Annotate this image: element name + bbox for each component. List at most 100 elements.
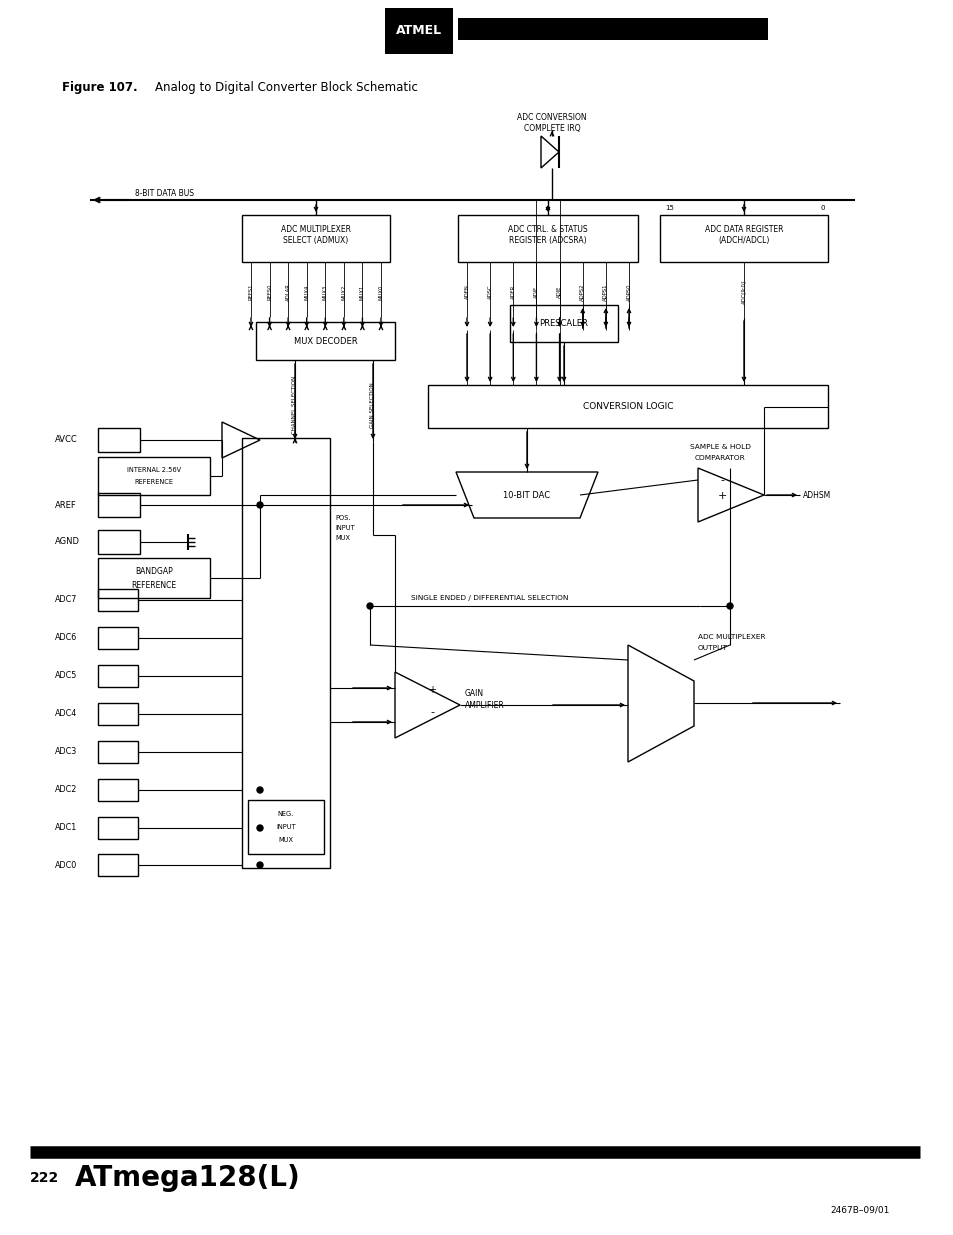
Text: ADC DATA REGISTER: ADC DATA REGISTER	[704, 225, 782, 233]
Text: ADPS1: ADPS1	[602, 283, 608, 301]
Text: 15: 15	[664, 205, 673, 211]
Text: SELECT (ADMUX): SELECT (ADMUX)	[283, 236, 348, 246]
Text: CONVERSION LOGIC: CONVERSION LOGIC	[582, 403, 673, 411]
Circle shape	[726, 603, 732, 609]
Text: ADIF: ADIF	[534, 287, 538, 298]
Circle shape	[256, 501, 263, 508]
Text: ADPS0: ADPS0	[626, 283, 631, 301]
Bar	[98, 457, 210, 495]
Circle shape	[256, 825, 263, 831]
Bar	[242, 438, 330, 868]
Text: ADSC: ADSC	[487, 285, 492, 299]
Text: ADC4: ADC4	[55, 709, 77, 719]
Bar	[98, 493, 140, 517]
Bar	[98, 627, 138, 650]
Bar	[98, 558, 210, 598]
Text: ADC MULTIPLEXER: ADC MULTIPLEXER	[698, 634, 764, 640]
Text: AGND: AGND	[55, 537, 80, 547]
Text: -: -	[720, 475, 723, 485]
Text: ADIE: ADIE	[557, 285, 561, 298]
Text: +: +	[428, 685, 436, 695]
Bar	[98, 589, 138, 611]
Text: PRESCALER: PRESCALER	[539, 319, 588, 329]
Text: AMPLIFIER: AMPLIFIER	[464, 700, 504, 709]
Text: INPUT: INPUT	[335, 525, 355, 531]
Text: ADPS2: ADPS2	[579, 283, 584, 301]
Text: ADC1: ADC1	[55, 824, 77, 832]
Text: REFERENCE: REFERENCE	[134, 479, 173, 485]
Text: ATmega128(L): ATmega128(L)	[75, 1165, 300, 1192]
Text: MUX4: MUX4	[304, 284, 309, 300]
Text: COMPARATOR: COMPARATOR	[694, 454, 744, 461]
Text: INTERNAL 2.56V: INTERNAL 2.56V	[127, 467, 181, 473]
Bar	[98, 853, 138, 876]
Text: ADC0: ADC0	[55, 861, 77, 869]
Text: ADC5: ADC5	[55, 672, 77, 680]
Bar	[457, 215, 638, 262]
Text: ADC MULTIPLEXER: ADC MULTIPLEXER	[281, 225, 351, 233]
Text: INPUT: INPUT	[275, 824, 295, 830]
Text: ADEN: ADEN	[464, 284, 469, 299]
Bar	[510, 305, 618, 342]
Text: OUTPUT: OUTPUT	[698, 645, 727, 651]
Text: 8-BIT DATA BUS: 8-BIT DATA BUS	[135, 189, 193, 198]
Text: REFERENCE: REFERENCE	[132, 580, 176, 589]
Bar	[98, 530, 140, 555]
Text: ADC3: ADC3	[55, 747, 77, 757]
Circle shape	[256, 787, 263, 793]
Text: REFS0: REFS0	[267, 284, 272, 300]
Bar	[242, 215, 390, 262]
Text: Figure 107.: Figure 107.	[62, 82, 137, 95]
Bar	[385, 7, 453, 54]
Circle shape	[256, 862, 263, 868]
Bar	[98, 818, 138, 839]
Bar	[428, 385, 827, 429]
Bar	[98, 779, 138, 802]
Text: AVCC: AVCC	[55, 436, 77, 445]
Text: MUX: MUX	[335, 535, 350, 541]
Circle shape	[367, 603, 373, 609]
Text: +: +	[717, 492, 726, 501]
Text: SAMPLE & HOLD: SAMPLE & HOLD	[689, 445, 750, 450]
Text: REFS1: REFS1	[248, 284, 253, 300]
Text: -: -	[430, 706, 434, 718]
Text: ADC[9:0]: ADC[9:0]	[740, 280, 745, 304]
Bar	[98, 664, 138, 687]
Text: MUX1: MUX1	[359, 284, 365, 300]
Text: MUX: MUX	[278, 837, 294, 844]
Bar	[248, 800, 324, 853]
Text: BANDGAP: BANDGAP	[135, 568, 172, 577]
Bar	[659, 215, 827, 262]
Text: 2467B–09/01: 2467B–09/01	[830, 1205, 889, 1214]
Text: SINGLE ENDED / DIFFERENTIAL SELECTION: SINGLE ENDED / DIFFERENTIAL SELECTION	[411, 595, 568, 601]
Bar	[98, 741, 138, 763]
Text: CHANNEL SELECTION: CHANNEL SELECTION	[293, 375, 297, 435]
Text: ADLAR: ADLAR	[285, 283, 291, 301]
Bar	[98, 429, 140, 452]
Text: MUX0: MUX0	[378, 284, 383, 300]
Text: GAIN: GAIN	[464, 688, 483, 698]
Text: ADC6: ADC6	[55, 634, 77, 642]
Text: COMPLETE IRQ: COMPLETE IRQ	[523, 124, 579, 132]
Text: ADC CONVERSION: ADC CONVERSION	[517, 114, 586, 122]
Text: ADC2: ADC2	[55, 785, 77, 794]
Text: Analog to Digital Converter Block Schematic: Analog to Digital Converter Block Schema…	[154, 82, 417, 95]
Text: 0: 0	[820, 205, 824, 211]
Text: ATMEL: ATMEL	[395, 25, 441, 37]
Text: ADHSM: ADHSM	[802, 490, 830, 499]
Bar	[457, 19, 767, 40]
Text: GAIN SELECTION: GAIN SELECTION	[370, 382, 375, 427]
Text: (ADCH/ADCL): (ADCH/ADCL)	[718, 236, 769, 246]
Text: ADC7: ADC7	[55, 595, 77, 604]
Text: 222: 222	[30, 1171, 59, 1186]
Text: POS.: POS.	[335, 515, 350, 521]
Text: REGISTER (ADCSRA): REGISTER (ADCSRA)	[509, 236, 586, 246]
Text: NEG.: NEG.	[277, 811, 294, 818]
Text: MUX2: MUX2	[341, 284, 346, 300]
Text: 10-BIT DAC: 10-BIT DAC	[503, 490, 550, 499]
Text: MUX DECODER: MUX DECODER	[294, 336, 357, 346]
Bar	[255, 322, 395, 359]
Text: MUX3: MUX3	[322, 284, 328, 300]
Bar	[98, 703, 138, 725]
Text: ADFR: ADFR	[510, 285, 516, 299]
